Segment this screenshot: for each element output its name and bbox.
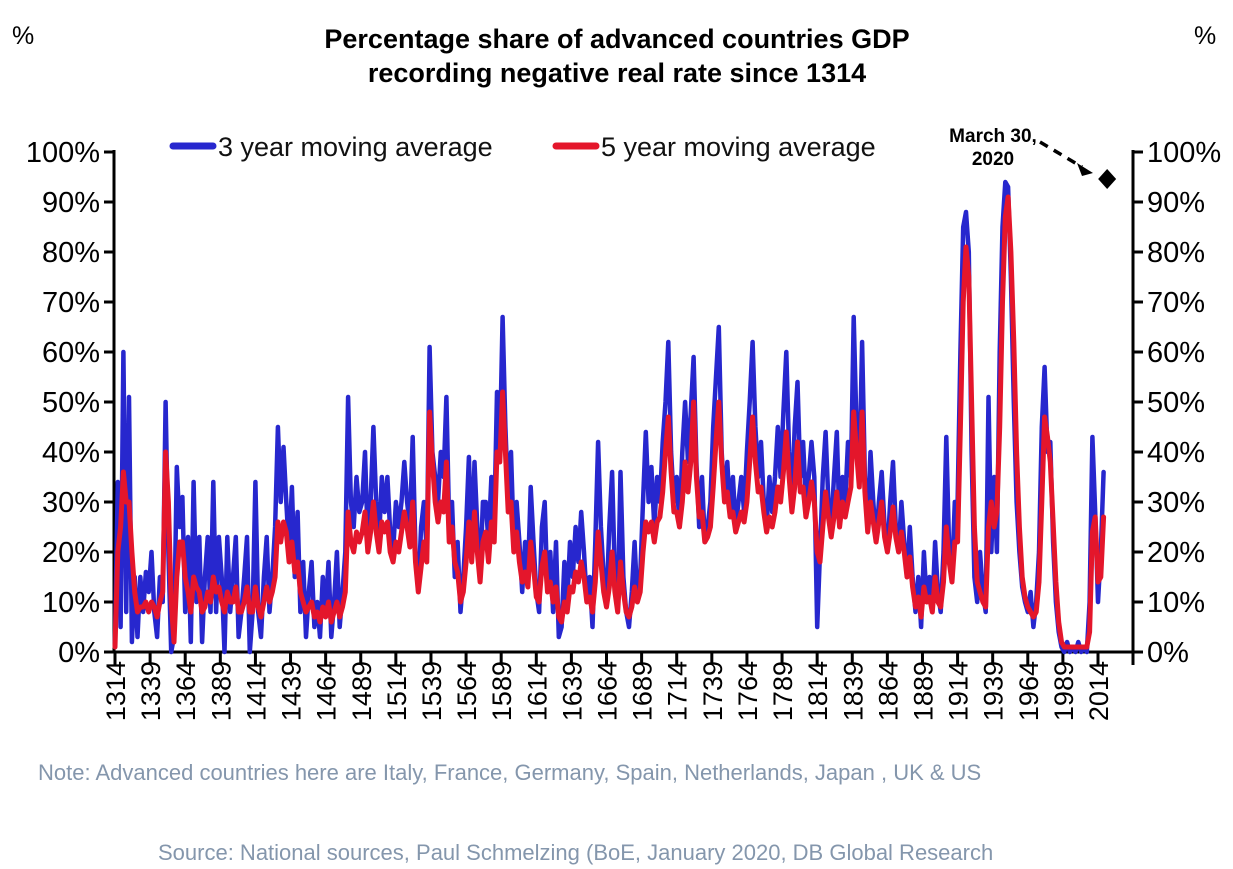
y-axis-unit-right: % [1194,22,1216,50]
x-axis-label: 1964 [1014,661,1044,721]
x-axis-label: 1739 [698,661,728,721]
x-axis-label: 1814 [803,661,833,721]
x-axis-label: 1314 [101,661,131,721]
y-axis-label-right: 70% [1147,287,1205,319]
x-axis-label: 1764 [733,661,763,721]
series-group [112,169,1117,655]
y-axis-label-right: 0% [1147,637,1189,669]
x-axis-label: 1939 [979,661,1009,721]
y-axis-label-left: 60% [42,337,100,369]
y-axis-label-left: 90% [42,187,100,219]
y-axis-label-right: 40% [1147,437,1205,469]
x-axis-label: 1414 [241,661,271,721]
x-axis-label: 1639 [557,661,587,721]
x-axis-label: 1589 [487,661,517,721]
y-axis-label-left: 20% [42,537,100,569]
x-axis-label: 1339 [136,661,166,721]
annotation-arrow-head [1077,163,1093,176]
y-axis-label-left: 30% [42,487,100,519]
annotation-text-line1: March 30, [949,126,1037,147]
annotation-arrow-line [1039,140,1083,169]
series-line-5yr-moving-average [112,194,1107,650]
x-axis-label: 1789 [768,661,798,721]
y-axis-label-right: 10% [1147,587,1205,619]
x-axis-label: 1489 [347,661,377,721]
y-axis-unit-left: % [12,22,34,50]
y-axis-label-right: 90% [1147,187,1205,219]
x-axis-label: 1714 [663,661,693,721]
y-axis-label-right: 30% [1147,487,1205,519]
x-axis-label: 1889 [908,661,938,721]
x-axis-label: 1564 [452,661,482,721]
x-axis-label: 1689 [628,661,658,721]
legend-label-3yr: 3 year moving average [218,132,493,162]
axes-group: 0% 0% 10% 10% 20% 20% 30% 30% 40% 40% 50% 50% 60% 60%… [26,137,1221,721]
x-axis-label: 1389 [206,661,236,721]
y-axis-label-right: 60% [1147,337,1205,369]
x-axis-label: 1364 [171,661,201,721]
x-axis-label: 1539 [417,661,447,721]
legend: 3 year moving average 5 year moving aver… [169,132,876,162]
y-axis-label-left: 50% [42,387,100,419]
x-axis-label: 1664 [593,661,623,721]
x-axis-label: 1914 [944,661,974,721]
x-axis-label: 1864 [873,661,903,721]
y-axis-label-left: 40% [42,437,100,469]
legend-label-5yr: 5 year moving average [601,132,876,162]
y-axis-label-right: 20% [1147,537,1205,569]
chart-title-line1: Percentage share of advanced countries G… [324,24,909,54]
x-axis-label: 2014 [1084,661,1114,721]
annotation-march-2020: March 30, 2020 [949,126,1093,176]
x-axis-label: 1614 [522,661,552,721]
x-axis-label: 1464 [312,661,342,721]
source-text: Source: National sources, Paul Schmelzin… [158,840,993,865]
y-axis-label-right: 80% [1147,237,1205,269]
x-axis-label: 1514 [382,661,412,721]
y-axis-label-left: 10% [42,587,100,619]
x-axis-label: 1839 [838,661,868,721]
annotation-text-line2: 2020 [972,149,1014,170]
annotation-diamond-marker [1098,169,1117,189]
y-axis-label-left: 100% [26,137,100,169]
x-axis-label: 1989 [1049,661,1079,721]
x-axis-label: 1439 [277,661,307,721]
y-axis-label-left: 80% [42,237,100,269]
y-axis-label-right: 100% [1147,137,1221,169]
y-axis-label-right: 50% [1147,387,1205,419]
y-axis-label-left: 0% [58,637,100,669]
note-text: Note: Advanced countries here are Italy,… [38,760,981,785]
y-axis-label-left: 70% [42,287,100,319]
chart-title-line2: recording negative real rate since 1314 [368,58,866,88]
